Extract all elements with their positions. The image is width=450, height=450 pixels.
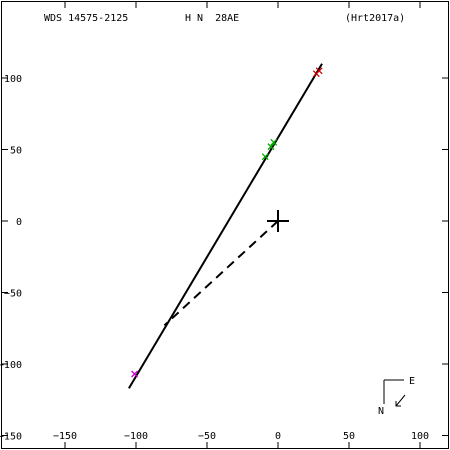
orbit-lines [128,63,323,389]
discoverer-code: H N 28AE [185,13,239,24]
observation-point [261,153,269,161]
observation-mark-b [315,67,323,75]
observation-mark-b [267,143,275,151]
x-tick-label: 0 [275,431,281,442]
observation-mark-b [131,370,139,378]
observation-point [131,370,139,378]
y-tick-label: 100 [4,74,22,85]
compass-east-label: E [409,376,415,387]
x-tick-label: −100 [124,431,148,442]
compass: N E [378,376,415,417]
y-tick-label: 50 [10,146,22,157]
y-tick-label: −100 [0,360,22,371]
y-tick-label: 0 [16,217,22,228]
y-tick-label: −150 [0,432,22,443]
observation-point [315,67,323,75]
observation-mark-b [270,138,278,146]
observation-mark-b [261,153,269,161]
observation-point [267,143,275,151]
dashed-line [163,220,279,327]
y-tick-label: −50 [4,289,22,300]
orbit-line [128,63,323,389]
observation-points [131,67,323,378]
observation-point [270,138,278,146]
wds-id: WDS 14575-2125 [44,13,128,24]
x-tick-label: −150 [53,431,77,442]
direction-arrow [395,394,406,407]
x-tick-label: 100 [411,431,429,442]
x-tick-label: −50 [198,431,216,442]
x-tick-label: 50 [343,431,355,442]
compass-north-label: N [378,406,384,417]
reference-code: (Hrt2017a) [345,13,405,24]
direction-arrow-head [395,401,401,407]
